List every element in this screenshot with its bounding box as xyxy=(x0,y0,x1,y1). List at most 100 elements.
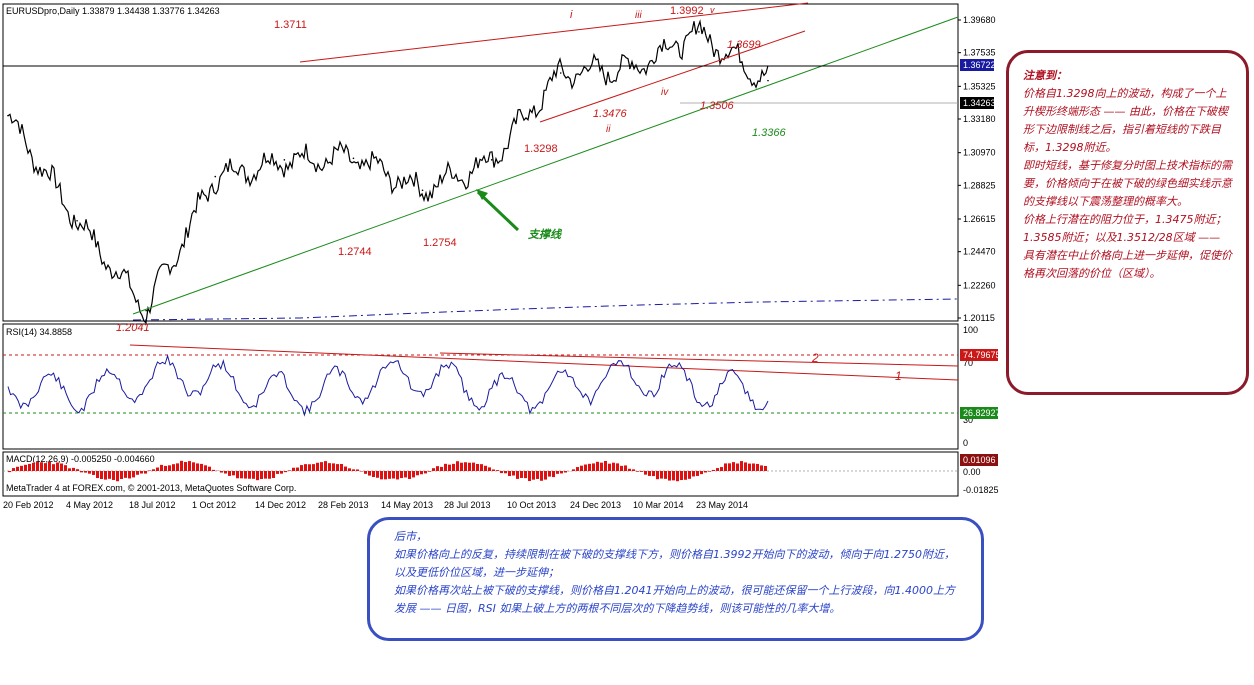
date-axis-tick: 14 Dec 2012 xyxy=(255,500,306,510)
label-13699: 1.3699 xyxy=(727,39,761,51)
macd-bar xyxy=(548,471,551,477)
note-right-line: 即时短线，基于修复分时图上技术指标的需要，价格倾向于在被下破的绿色细实线示意的支… xyxy=(1023,159,1232,208)
macd-bar xyxy=(572,469,575,471)
label-13992: 1.3992 xyxy=(670,5,704,17)
rsi-line-label-1: 1 xyxy=(895,369,902,383)
hline-price-tag-text: 1.36722 xyxy=(963,60,996,70)
macd-bar xyxy=(488,467,491,471)
price-point xyxy=(629,67,631,70)
macd-bar xyxy=(592,463,595,471)
macd-bar xyxy=(328,463,331,471)
macd-bar xyxy=(664,471,667,479)
macd-bar xyxy=(448,464,451,471)
rsi-axis-0: 0 xyxy=(963,438,968,448)
rsi-lower-tag-text: 26.82927 xyxy=(963,408,1001,418)
price-axis-tick: 1.37535 xyxy=(963,48,996,58)
macd-bar xyxy=(644,471,647,475)
macd-bar xyxy=(384,471,387,480)
macd-bar xyxy=(248,471,251,479)
macd-bar xyxy=(472,462,475,471)
macd-bar xyxy=(180,460,183,471)
macd-bar xyxy=(240,471,243,479)
macd-histogram xyxy=(8,460,767,482)
macd-bar xyxy=(316,462,319,471)
macd-tag xyxy=(960,454,998,466)
analysis-note-bottom: 后市， 如果价格向上的反复，持续限制在被下破的支撑线下方，则价格自1.3992开… xyxy=(367,517,984,641)
label-12041: 1.2041 xyxy=(116,322,150,334)
macd-bar xyxy=(716,468,719,471)
macd-bar xyxy=(332,463,335,471)
symbol-header: EURUSDpro,Daily 1.33879 1.34438 1.33776 … xyxy=(6,6,220,16)
price-point xyxy=(145,309,147,312)
macd-bar xyxy=(536,471,539,479)
date-axis-tick: 23 May 2014 xyxy=(696,500,748,510)
macd-bar xyxy=(164,465,167,471)
price-point xyxy=(7,114,9,117)
macd-bar xyxy=(432,468,435,471)
date-axis-tick: 10 Mar 2014 xyxy=(633,500,684,510)
current-price-tag-text: 1.34263 xyxy=(963,98,996,108)
macd-bar xyxy=(320,462,323,471)
macd-bar xyxy=(640,471,643,472)
macd-bar xyxy=(224,471,227,474)
support-label: 支撑线 xyxy=(527,228,563,241)
price-axis-tick: 1.20115 xyxy=(963,313,995,323)
macd-bar xyxy=(688,471,691,479)
macd-bar xyxy=(564,471,567,473)
date-axis-tick: 24 Dec 2013 xyxy=(570,500,621,510)
macd-bar xyxy=(104,471,107,480)
macd-bar xyxy=(468,462,471,471)
macd-bar xyxy=(656,471,659,480)
macd-bar xyxy=(192,462,195,471)
label-13298: 1.3298 xyxy=(524,143,558,155)
macd-bar xyxy=(16,466,19,471)
macd-bar xyxy=(344,466,347,471)
analysis-note-right: 注意到： 价格自1.3298向上的波动，构成了一个上升楔形终端形态 —— 由此，… xyxy=(1006,50,1249,395)
macd-bar xyxy=(508,471,511,477)
rsi-line-label-2: 2 xyxy=(811,351,819,365)
macd-bar xyxy=(380,471,383,480)
price-point xyxy=(767,79,769,82)
label-12754: 1.2754 xyxy=(423,237,457,249)
macd-bar xyxy=(352,469,355,471)
macd-bar xyxy=(84,471,87,473)
macd-bar xyxy=(260,471,263,480)
price-point xyxy=(559,72,562,74)
price-series xyxy=(7,19,769,325)
rsi-lower-tag xyxy=(960,407,998,419)
macd-bar xyxy=(748,463,751,471)
rsi-header: RSI(14) 34.8858 xyxy=(6,327,72,337)
macd-bar xyxy=(552,471,555,478)
macd-bar xyxy=(672,471,675,481)
macd-bar xyxy=(392,471,395,479)
ma-line xyxy=(132,298,959,321)
macd-bar xyxy=(116,471,119,482)
macd-bar xyxy=(512,471,515,476)
price-point xyxy=(283,159,286,161)
macd-bar xyxy=(144,471,147,474)
macd-bar xyxy=(372,471,375,478)
macd-bar xyxy=(668,471,671,481)
label-13506: 1.3506 xyxy=(700,100,735,112)
macd-bar xyxy=(212,469,215,471)
macd-bar xyxy=(20,465,23,471)
macd-bar xyxy=(360,471,363,472)
macd-bar xyxy=(204,465,207,471)
macd-bar xyxy=(608,463,611,471)
macd-bar xyxy=(476,463,479,471)
macd-bar xyxy=(356,469,359,471)
macd-bar xyxy=(576,467,579,471)
macd-bar xyxy=(280,471,283,474)
macd-bar xyxy=(300,465,303,471)
macd-bar xyxy=(728,463,731,471)
macd-bar xyxy=(128,471,131,479)
macd-bar xyxy=(560,471,563,474)
macd-bar xyxy=(636,471,639,472)
macd-bar xyxy=(404,471,407,478)
macd-bar xyxy=(704,471,707,473)
macd-bar xyxy=(620,465,623,471)
date-axis-tick: 1 Oct 2012 xyxy=(192,500,236,510)
wave-v: v xyxy=(710,5,715,15)
price-point xyxy=(490,159,493,161)
price-axis-tick: 1.26615 xyxy=(963,214,996,224)
